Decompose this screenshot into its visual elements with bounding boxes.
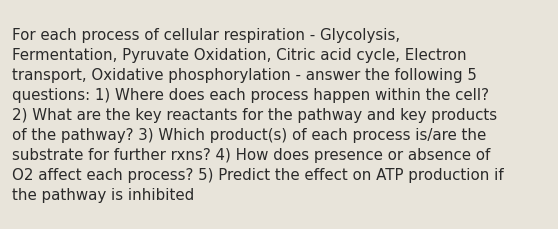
Text: For each process of cellular respiration - Glycolysis,
Fermentation, Pyruvate Ox: For each process of cellular respiration… <box>12 27 504 202</box>
